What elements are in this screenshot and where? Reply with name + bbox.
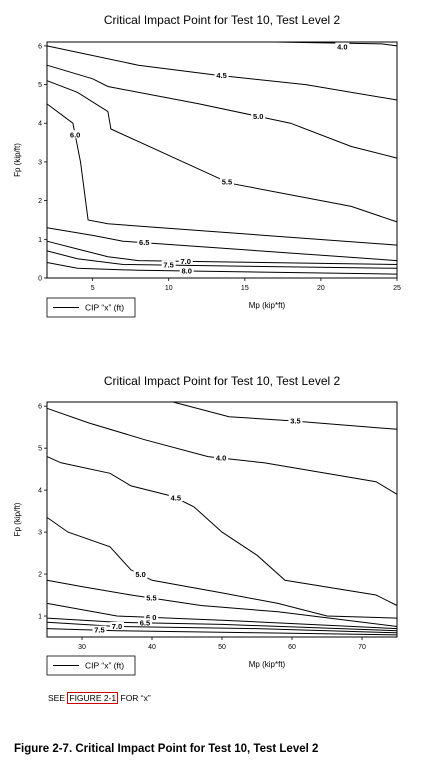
x-tick-label: 60	[288, 644, 296, 651]
x-tick-label: 25	[393, 285, 401, 292]
contour-label-bg	[214, 453, 229, 462]
contour-label: 6.5	[139, 238, 149, 247]
contour-label: 4.0	[337, 43, 347, 52]
y-tick-label: 3	[38, 159, 42, 166]
contour-label-bg	[161, 260, 176, 269]
contour-label: 6.5	[140, 618, 150, 627]
legend-box	[46, 655, 136, 676]
contour-label-bg	[68, 130, 83, 139]
y-tick-label: 6	[38, 404, 42, 411]
contour-label: 7.5	[94, 626, 104, 635]
contour-line-7.5	[46, 628, 398, 636]
contour-label: 6.0	[146, 613, 156, 622]
x-tick-label: 50	[218, 644, 226, 651]
y-tick-label: 2	[38, 572, 42, 579]
contour-label-bg	[251, 111, 266, 120]
contour-label: 4.5	[216, 71, 226, 80]
contour-label: 5.0	[135, 570, 145, 579]
y-tick-label: 5	[38, 446, 42, 453]
contour-label: 3.5	[290, 417, 300, 426]
contour-label: 4.0	[216, 454, 226, 463]
contour-label-bg	[179, 266, 194, 275]
contour-line-7.0	[46, 240, 398, 265]
legend-box	[46, 297, 136, 318]
contour-label: 5.0	[253, 112, 263, 121]
y-tick-label: 1	[38, 237, 42, 244]
legend-label: CIP “x” (ft)	[85, 303, 124, 313]
contour-label-bg	[178, 256, 193, 265]
contour-label: 5.5	[222, 178, 232, 187]
contour-line-6.5	[46, 617, 398, 632]
x-tick-label: 70	[358, 644, 366, 651]
contour-label: 8.0	[181, 266, 191, 275]
contour-line-7.0	[46, 621, 398, 634]
contour-label-bg	[219, 177, 234, 186]
contour-label-bg	[144, 612, 159, 621]
y-tick-label: 1	[38, 614, 42, 621]
x-tick-label: 20	[317, 285, 325, 292]
contour-label: 6.0	[70, 130, 80, 139]
chart-title: Critical Impact Point for Test 10, Test …	[104, 13, 341, 27]
contour-line-8.0	[46, 262, 398, 275]
contour-line-6.0	[46, 602, 398, 630]
plot-frame	[46, 401, 398, 638]
contour-line-5.5	[46, 579, 398, 627]
contour-label-bg	[133, 570, 148, 579]
contour-label-bg	[137, 618, 152, 627]
chart-1: Critical Impact Point for Test 10, Test …	[13, 13, 401, 318]
contour-line-6.0	[46, 103, 398, 246]
x-tick-label: 30	[78, 644, 86, 651]
chart-2: Critical Impact Point for Test 10, Test …	[13, 374, 398, 676]
y-tick-label: 2	[38, 198, 42, 205]
y-tick-label: 3	[38, 530, 42, 537]
contour-label-bg	[335, 42, 350, 51]
figure-caption: Figure 2-7. Critical Impact Point for Te…	[14, 743, 319, 755]
y-axis-label: Fp (kip/ft)	[13, 143, 22, 177]
x-axis-label: Mp (kip*ft)	[249, 660, 286, 669]
x-tick-label: 10	[165, 285, 173, 292]
note-prefix: SEE	[48, 693, 68, 703]
figure-2-1-link[interactable]: FIGURE 2-1	[67, 692, 119, 704]
plot-frame	[46, 41, 398, 279]
x-axis-label: Mp (kip*ft)	[249, 301, 286, 310]
contour-label: 5.5	[146, 594, 156, 603]
contour-line-5.0	[46, 516, 398, 619]
contour-line-7.5	[46, 250, 398, 269]
contour-label-bg	[144, 593, 159, 602]
contour-label-bg	[109, 622, 124, 631]
figure-note: SEE FIGURE 2-1 FOR “x”	[48, 692, 151, 704]
y-axis-label: Fp (kip/ft)	[13, 502, 22, 536]
contour-label-bg	[288, 416, 303, 425]
contour-line-5.5	[46, 80, 398, 223]
y-tick-label: 6	[38, 43, 42, 50]
contour-label: 7.0	[112, 622, 122, 631]
contour-label-bg	[168, 493, 183, 502]
contour-line-6.5	[46, 227, 398, 262]
x-tick-label: 5	[91, 285, 95, 292]
contour-label: 7.0	[180, 257, 190, 266]
y-tick-label: 5	[38, 82, 42, 89]
contour-line-4.5	[46, 456, 398, 606]
contour-label: 4.5	[171, 493, 181, 502]
x-tick-label: 15	[241, 285, 249, 292]
legend-label: CIP “x” (ft)	[85, 661, 124, 671]
contour-line-4.5	[46, 45, 398, 101]
note-suffix: FOR “x”	[118, 693, 151, 703]
contour-label-bg	[92, 625, 107, 634]
contour-line-4.0	[275, 41, 398, 47]
contour-line-3.5	[172, 401, 398, 430]
contour-label-bg	[214, 71, 229, 80]
chart-title: Critical Impact Point for Test 10, Test …	[104, 374, 341, 388]
contour-line-4.0	[46, 407, 398, 495]
x-tick-label: 40	[148, 644, 156, 651]
contour-line-5.0	[46, 64, 398, 159]
contour-label: 7.5	[163, 261, 173, 270]
contour-label-bg	[137, 238, 152, 247]
y-tick-label: 0	[38, 276, 42, 283]
y-tick-label: 4	[38, 488, 42, 495]
y-tick-label: 4	[38, 121, 42, 128]
